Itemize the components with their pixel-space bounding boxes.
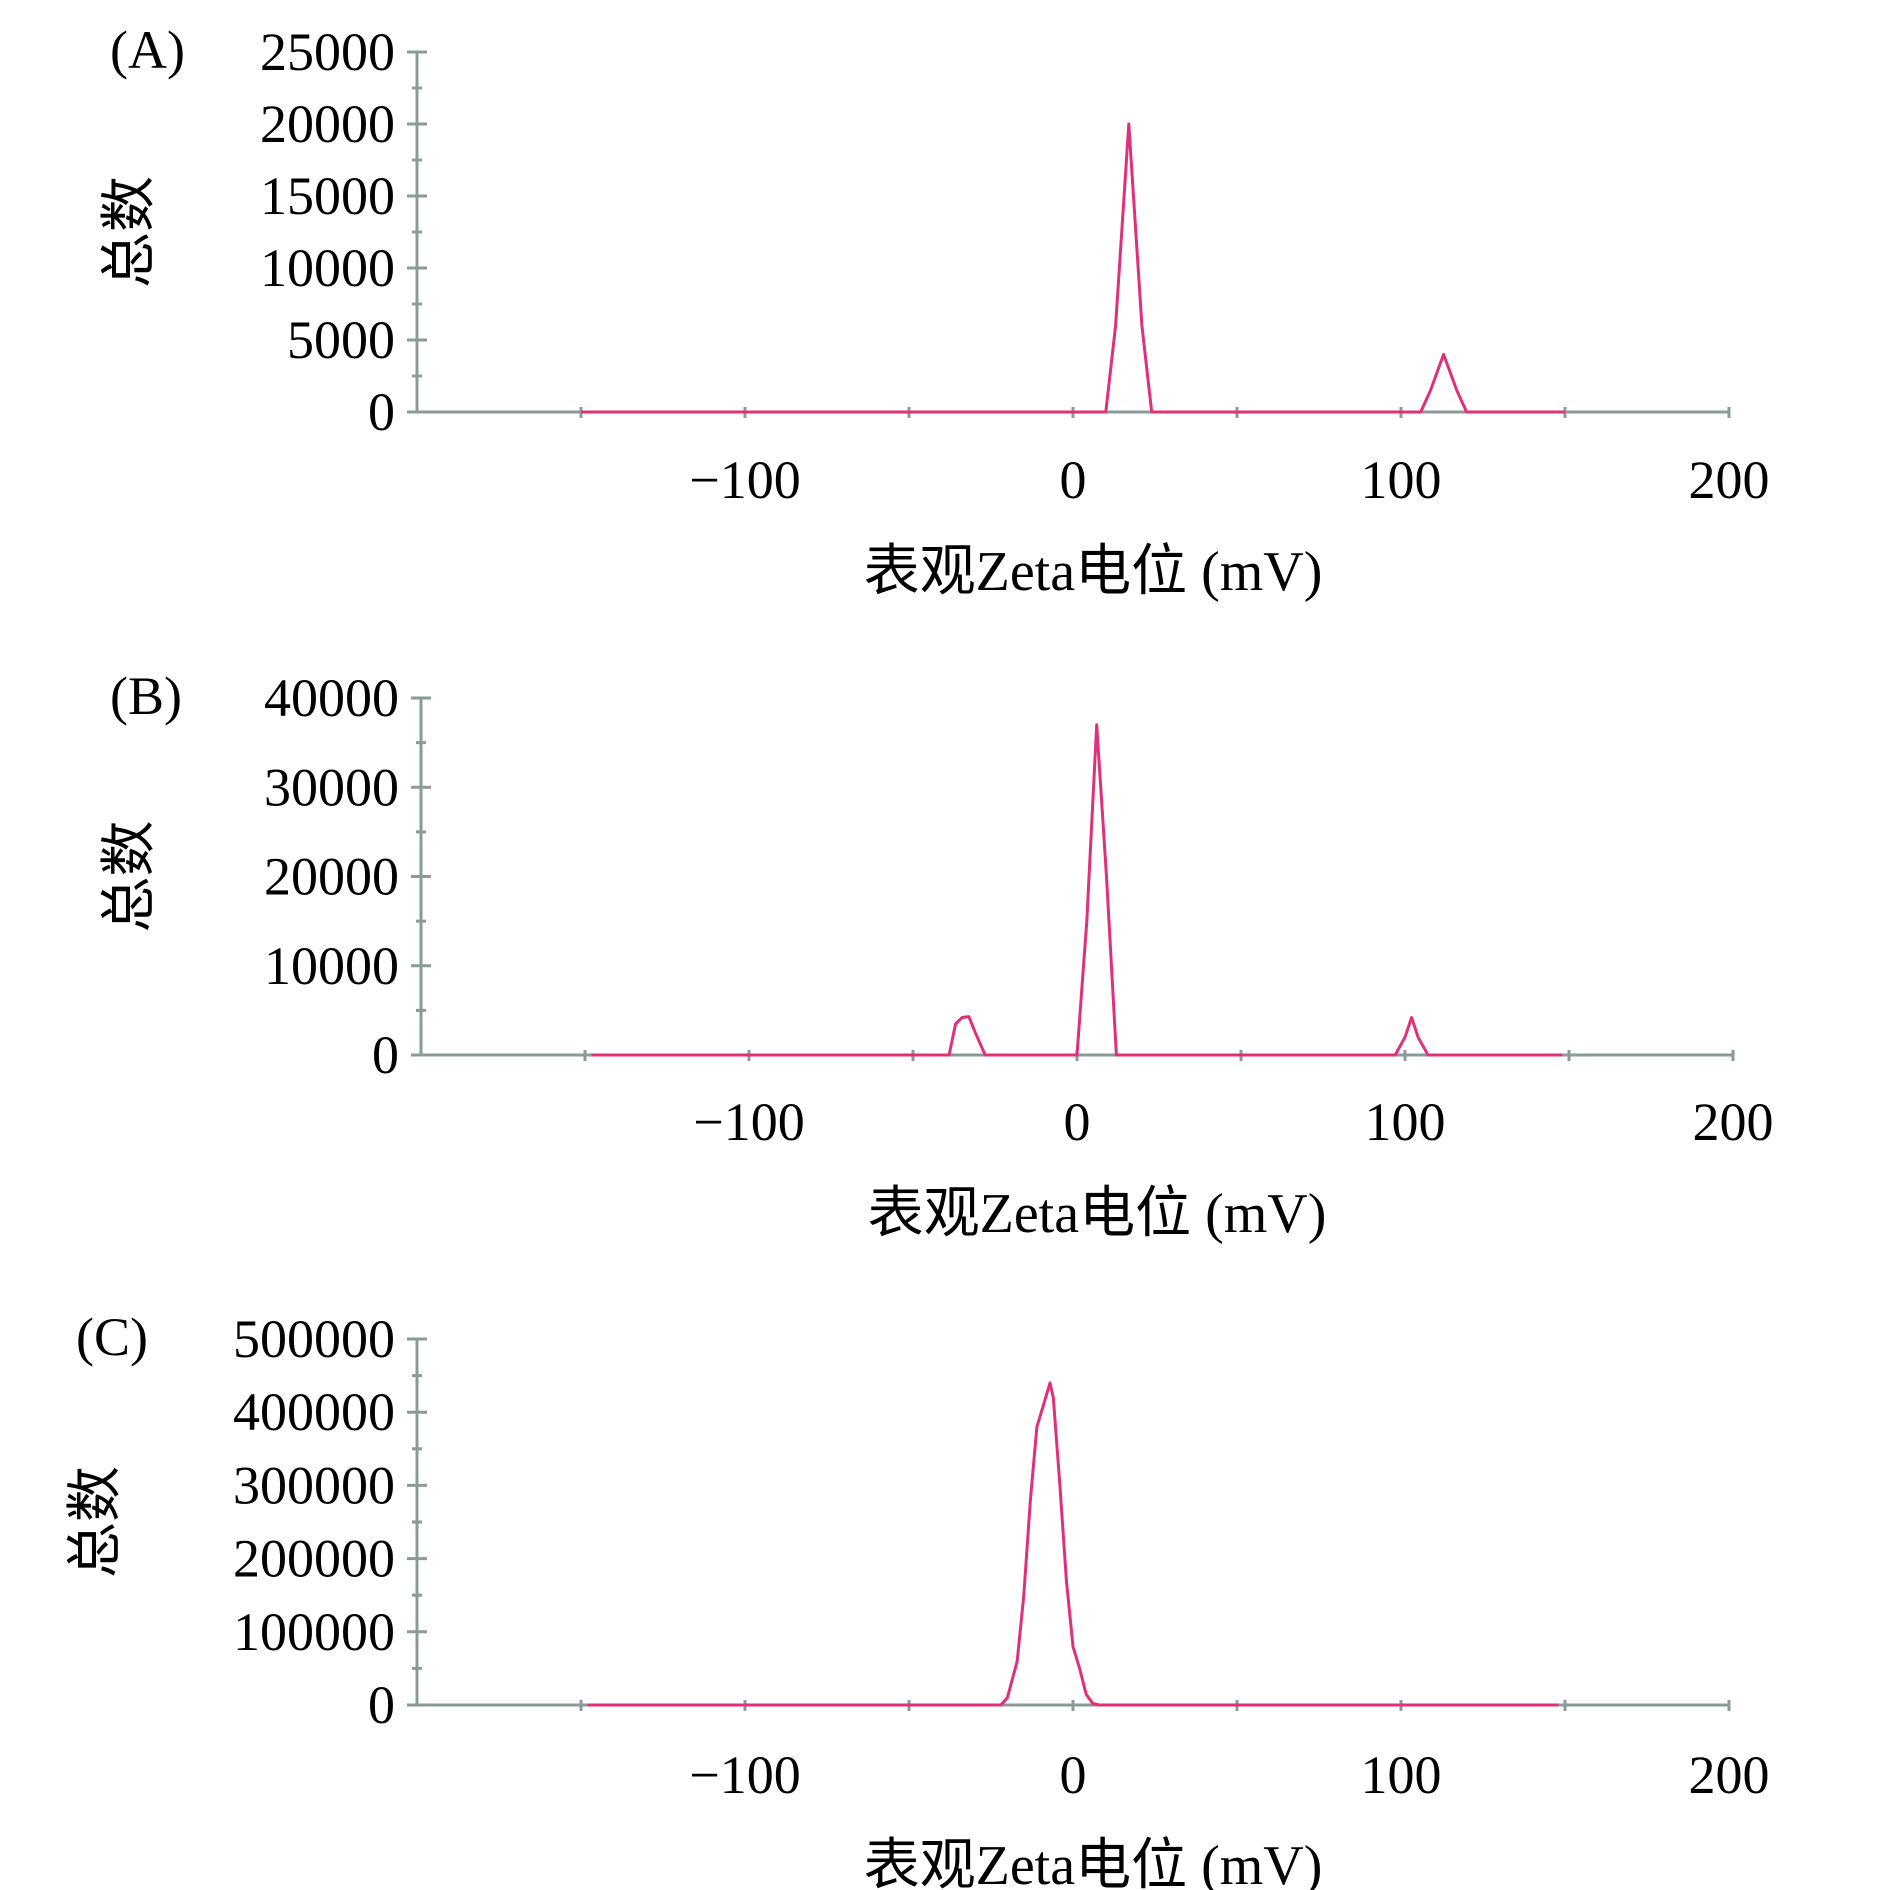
panel-c-y-tick-label: 400000 bbox=[233, 1382, 395, 1442]
panel-a-x-tick-label: 200 bbox=[1689, 450, 1770, 510]
panel-b-x-tick-label: 100 bbox=[1365, 1092, 1446, 1152]
panel-c-x-tick-label: −100 bbox=[689, 1745, 800, 1805]
panel-a-label: (A) bbox=[110, 20, 185, 80]
panel-b-x-tick-label: 0 bbox=[1064, 1092, 1091, 1152]
panel-b-y-tick-label: 0 bbox=[372, 1025, 399, 1085]
panel-a-series-line bbox=[581, 122, 1565, 414]
panel-a-x-axis-title: 表观Zeta电位 (mV) bbox=[864, 541, 1323, 603]
panel-a-y-tick-label: 20000 bbox=[260, 94, 395, 154]
panel-c-x-tick-label: 100 bbox=[1361, 1745, 1442, 1805]
panel-c-label: (C) bbox=[76, 1307, 148, 1367]
panel-c-series-line bbox=[587, 1381, 1559, 1707]
panel-a-y-tick-label: 25000 bbox=[260, 22, 395, 82]
panel-a-y-tick-label: 10000 bbox=[260, 238, 395, 298]
panel-a-x-tick-label: 100 bbox=[1361, 450, 1442, 510]
panel-a-x-tick-label: −100 bbox=[689, 450, 800, 510]
panel-b-y-tick-label: 30000 bbox=[264, 757, 399, 817]
panel-b-x-axis-title: 表观Zeta电位 (mV) bbox=[868, 1183, 1327, 1245]
panel-c-y-tick-label: 100000 bbox=[233, 1602, 395, 1662]
panel-a-chart: 0 5000 10000 15000 20000 25000 −100 0 100 200 (A) 总… bbox=[99, 20, 1770, 603]
panel-c-y-tick-label: 200000 bbox=[233, 1529, 395, 1589]
panel-a-y-axis-title: 总数 bbox=[99, 176, 161, 288]
panel-b-y-axis-title: 总数 bbox=[99, 821, 161, 933]
panel-b-x-tick-label: −100 bbox=[693, 1092, 804, 1152]
panel-a-y-tick-label: 0 bbox=[368, 382, 395, 442]
panel-c-y-tick-label: 300000 bbox=[233, 1455, 395, 1515]
panel-b-label: (B) bbox=[110, 666, 182, 726]
panel-b-y-tick-label: 40000 bbox=[264, 668, 399, 728]
panel-c-y-tick-label: 500000 bbox=[233, 1309, 395, 1369]
panel-b-chart: 0 10000 20000 30000 40000 −100 0 100 200 (B) 总数表观Z… bbox=[99, 666, 1774, 1245]
panel-c-y-tick-label: 0 bbox=[368, 1675, 395, 1735]
panel-c-y-axis-title: 总数 bbox=[65, 1466, 127, 1578]
panel-b-series-line bbox=[591, 723, 1563, 1057]
panel-a-y-tick-label: 15000 bbox=[260, 166, 395, 226]
panel-c-x-tick-label: 200 bbox=[1689, 1745, 1770, 1805]
panel-a-y-tick-label: 5000 bbox=[287, 310, 395, 370]
panel-b-y-tick-label: 10000 bbox=[264, 936, 399, 996]
panel-c-chart: 0 100000 200000 300000 400000 500000 −100 0 100 2… bbox=[65, 1307, 1770, 1890]
panel-b-x-tick-label: 200 bbox=[1693, 1092, 1774, 1152]
panel-c-x-axis-title: 表观Zeta电位 (mV) bbox=[864, 1835, 1323, 1890]
panel-c-x-tick-label: 0 bbox=[1060, 1745, 1087, 1805]
panel-b-y-tick-label: 20000 bbox=[264, 847, 399, 907]
panel-a-x-tick-label: 0 bbox=[1060, 450, 1087, 510]
